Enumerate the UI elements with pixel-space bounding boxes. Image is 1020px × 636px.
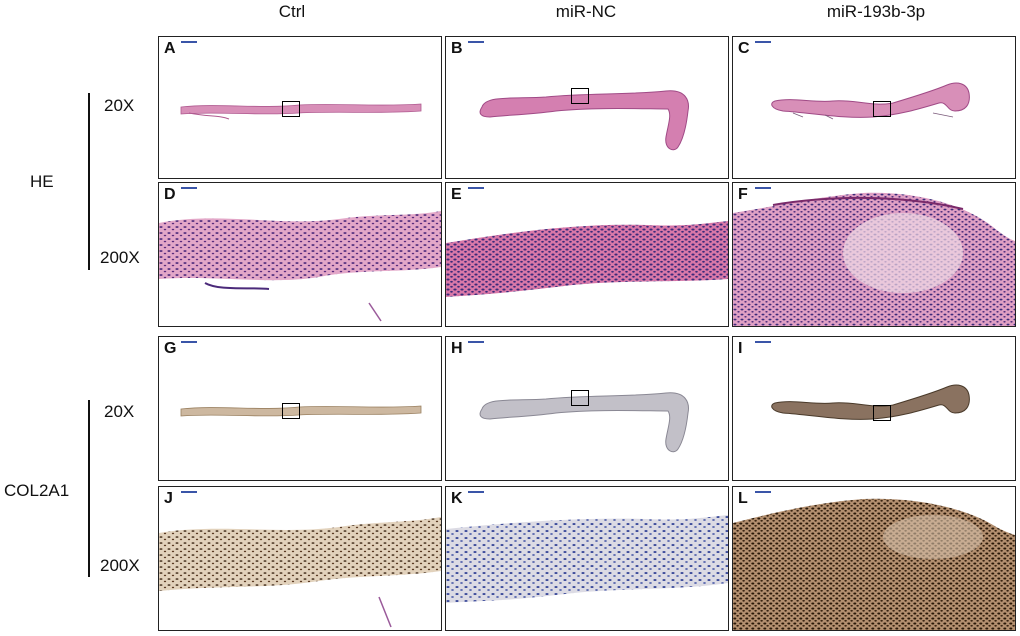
scale-bar — [755, 187, 771, 189]
tissue-section-image — [771, 82, 970, 120]
panel-letter: L — [738, 490, 748, 507]
panel-letter: J — [164, 490, 173, 507]
tissue-section-image — [446, 515, 728, 603]
panel-letter: B — [451, 40, 463, 57]
tissue-section-image — [479, 392, 689, 453]
roi-box — [571, 88, 589, 104]
panel-g: G — [158, 336, 442, 481]
mag-label-he-200x: 200X — [100, 248, 140, 267]
scale-bar — [755, 341, 771, 343]
mag-label-he-20x: 20X — [104, 96, 135, 115]
column-header-mir-nc: miR-NC — [555, 2, 617, 21]
tissue-section-image — [159, 517, 441, 628]
tissue-section-image — [180, 405, 422, 417]
panel-k: K — [445, 486, 729, 631]
scale-bar — [181, 341, 197, 343]
roi-box — [873, 405, 891, 421]
scale-bar — [181, 187, 197, 189]
mag-label-col2a1-20x: 20X — [104, 402, 135, 421]
column-header-mir-193b-3p: miR-193b-3p — [826, 2, 926, 21]
panel-c: C — [732, 36, 1016, 179]
scale-bar — [468, 41, 484, 43]
panel-letter: D — [164, 186, 176, 203]
panel-b: B — [445, 36, 729, 179]
panel-letter: I — [738, 340, 743, 357]
scale-bar — [181, 41, 197, 43]
panel-j: J — [158, 486, 442, 631]
panel-letter: E — [451, 186, 462, 203]
panel-letter: C — [738, 40, 750, 57]
tissue-section-image — [159, 211, 441, 322]
panel-letter: K — [451, 490, 463, 507]
row-label-he: HE — [30, 172, 54, 191]
row-bracket-col2a1 — [88, 400, 90, 577]
panel-i: I — [732, 336, 1016, 481]
scale-bar — [755, 41, 771, 43]
roi-box — [282, 101, 300, 117]
panel-letter: G — [164, 340, 177, 357]
row-label-col2a1: COL2A1 — [4, 481, 70, 500]
roi-box — [282, 403, 300, 419]
scale-bar — [468, 187, 484, 189]
scale-bar — [468, 491, 484, 493]
roi-box — [873, 101, 891, 117]
panel-letter: H — [451, 340, 463, 357]
tissue-section-image — [733, 498, 1015, 630]
row-bracket-he — [88, 93, 90, 270]
scale-bar — [755, 491, 771, 493]
tissue-section-image — [180, 103, 422, 120]
tissue-section-image — [446, 221, 728, 297]
panel-letter: A — [164, 40, 176, 57]
panel-a: A — [158, 36, 442, 179]
panel-l: L — [732, 486, 1016, 631]
tissue-section-image — [479, 90, 689, 151]
column-header-ctrl: Ctrl — [278, 2, 306, 21]
panel-d: D — [158, 182, 442, 327]
panel-e: E — [445, 182, 729, 327]
roi-box — [571, 390, 589, 406]
tissue-section-image — [771, 384, 970, 420]
panel-letter: F — [738, 186, 748, 203]
scale-bar — [468, 341, 484, 343]
panel-f: F — [732, 182, 1016, 327]
scale-bar — [181, 491, 197, 493]
tissue-section-image — [733, 192, 1015, 326]
mag-label-col2a1-200x: 200X — [100, 556, 140, 575]
panel-h: H — [445, 336, 729, 481]
